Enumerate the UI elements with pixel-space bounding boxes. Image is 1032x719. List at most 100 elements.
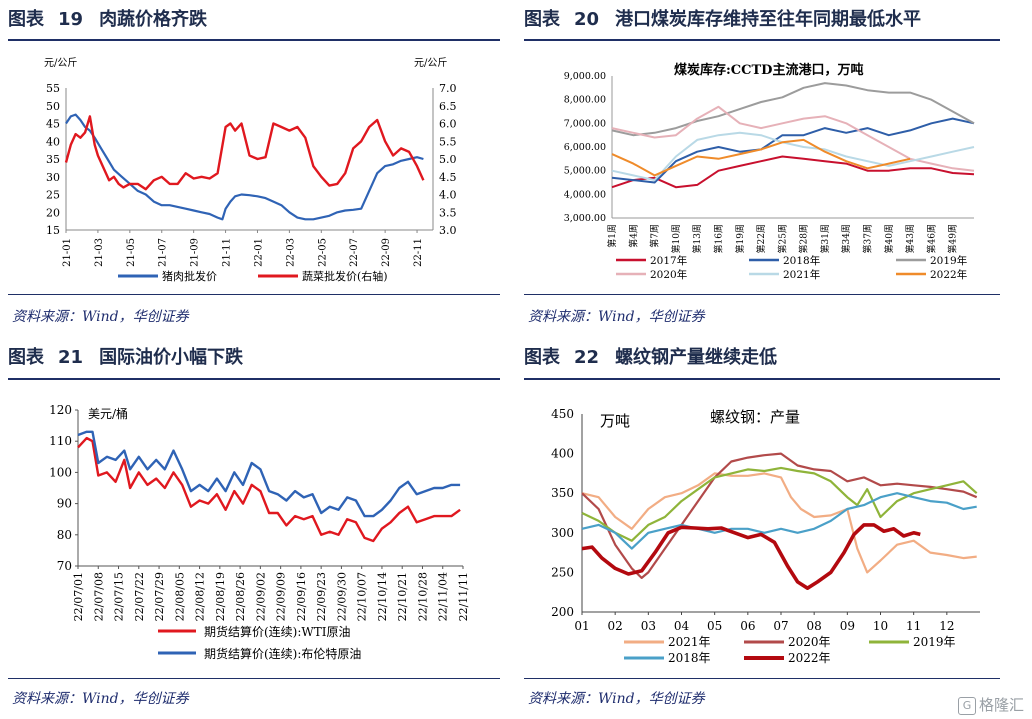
y-tick-label: 110 xyxy=(49,434,72,448)
figure-title: 图表 20 港口煤炭库存维持至往年同期最低水平 xyxy=(524,6,921,34)
x-tick-label: 22-05 xyxy=(317,238,328,267)
x-tick-label: 21-01 xyxy=(62,238,73,267)
x-tick-label: 04 xyxy=(674,619,690,633)
y-left-tick-label: 25 xyxy=(46,189,60,202)
x-tick-label: 22/09/16 xyxy=(295,572,308,621)
chart-figure-20: 煤炭库存:CCTD主流港口，万吨 3,000.00 4,000.00 5,000.00… xyxy=(524,46,1000,296)
source-note: 资料来源：Wind，华创证券 xyxy=(528,691,705,707)
y-right-tick-label: 4.0 xyxy=(439,189,457,202)
figure-title: 图表 22 螺纹钢产量继续走低 xyxy=(524,344,777,372)
source-rule xyxy=(8,678,500,679)
series-line-2022年 xyxy=(611,138,911,177)
x-tick-label: 第31周 xyxy=(819,224,831,253)
y-left-tick-label: 55 xyxy=(46,82,60,95)
series-line-brent xyxy=(77,430,461,518)
x-tick-label: 第37周 xyxy=(862,224,874,253)
x-tick-label: 第28周 xyxy=(798,224,810,253)
y-left-tick-label: 30 xyxy=(46,171,60,184)
y-tick-label: 300 xyxy=(551,526,574,540)
y-tick-label: 70 xyxy=(57,559,72,573)
y-right-tick-label: 5.5 xyxy=(439,135,457,148)
series-line-2020年 xyxy=(581,452,978,579)
series-line-2019年 xyxy=(581,466,978,542)
y-tick-label: 200 xyxy=(551,605,574,619)
y-tick-label: 7,000.00 xyxy=(564,118,606,129)
y-right-tick-label: 7.0 xyxy=(439,82,457,95)
series-line-2017年 xyxy=(611,155,975,189)
x-tick-label: 22/09/23 xyxy=(315,572,328,621)
x-tick-label: 第13周 xyxy=(691,224,703,253)
x-tick-label: 22/07/15 xyxy=(113,572,126,621)
y-left-tick-label: 20 xyxy=(46,206,60,219)
y-tick-label: 400 xyxy=(551,447,574,461)
figure-label: 图表 xyxy=(8,9,44,30)
source-rule xyxy=(8,294,500,295)
x-tick-label: 22-11 xyxy=(413,238,424,267)
source-note: 资料来源：Wind，华创证券 xyxy=(12,691,189,707)
chart-figure-19: 元/公斤 元/公斤 15 20 25 30 35 40 45 50 55 3.0 3.5 4.0 4.5 5.… xyxy=(44,57,457,283)
x-tick-label: 第19周 xyxy=(734,224,746,253)
x-tick-label: 22/11/11 xyxy=(457,572,470,621)
x-tick-label: 22/09/09 xyxy=(275,572,288,621)
x-tick-label: 21-09 xyxy=(190,238,201,267)
y-left-tick-label: 45 xyxy=(46,118,60,131)
x-tick-label: 22/10/14 xyxy=(376,572,389,621)
x-tick-label: 第46周 xyxy=(925,224,937,253)
legend-label: 2019年 xyxy=(913,635,956,649)
x-tick-label: 第10周 xyxy=(670,224,682,253)
legend-label: 蔬菜批发价(右轴) xyxy=(302,269,388,283)
y-right-unit: 元/公斤 xyxy=(414,57,447,69)
panel-figure-22: 图表 22 螺纹钢产量继续走低 万吨 螺纹钢：产量 200 250 300 350 400 450… xyxy=(524,344,1000,714)
legend-label: 2018年 xyxy=(783,254,820,267)
series-line-pork xyxy=(65,113,424,221)
panel-figure-20: 图表 20 港口煤炭库存维持至往年同期最低水平 煤炭库存:CCTD主流港口，万吨 3,… xyxy=(524,6,1000,336)
y-tick-label: 6,000.00 xyxy=(564,142,606,153)
x-tick-label: 22/11/04 xyxy=(437,572,450,621)
panel-figure-19: 图表 19 肉蔬价格齐跌 元/公斤 元/公斤 15 20 25 30 35 40 45 50 55 3.0… xyxy=(8,6,500,336)
chart-title: 煤炭库存:CCTD主流港口，万吨 xyxy=(674,62,863,78)
x-tick-label: 22/07/29 xyxy=(153,572,166,621)
chart-figure-22: 万吨 螺纹钢：产量 200 250 300 350 400 450 01 02 03 04 05 06 07… xyxy=(551,407,980,665)
chart-background xyxy=(524,46,1000,296)
watermark-logo-icon: G xyxy=(957,697,976,715)
figure-title: 图表 19 肉蔬价格齐跌 xyxy=(8,6,207,34)
y-right-tick-label: 3.0 xyxy=(439,224,457,237)
legend-label: 期货结算价(连续):WTI原油 xyxy=(204,624,351,639)
y-tick-label: 80 xyxy=(57,528,72,542)
x-tick-label: 22-01 xyxy=(253,238,264,267)
x-tick-label: 第40周 xyxy=(883,224,895,253)
y-tick-label: 100 xyxy=(49,465,72,479)
figure-label: 图表 xyxy=(524,347,560,368)
figure-number: 20 xyxy=(574,9,600,30)
y-tick-label: 250 xyxy=(551,565,574,579)
source-note: 资料来源：Wind，华创证券 xyxy=(12,309,189,325)
series-line-2021年 xyxy=(581,472,977,574)
x-tick-label: 21-07 xyxy=(158,238,169,267)
x-tick-label: 22/08/05 xyxy=(173,572,186,621)
x-tick-label: 第7周 xyxy=(649,224,661,248)
x-tick-label: 22/10/07 xyxy=(356,572,369,621)
figure-title-text: 肉蔬价格齐跌 xyxy=(99,9,208,30)
figure-number: 22 xyxy=(574,347,600,368)
title-rule xyxy=(8,378,500,380)
x-tick-label: 22/10/28 xyxy=(416,572,429,621)
x-tick-label: 21-11 xyxy=(222,238,233,267)
x-tick-label: 09 xyxy=(840,619,855,633)
y-left-tick-label: 35 xyxy=(46,153,60,166)
series-line-2019年 xyxy=(611,82,975,137)
x-tick-label: 22-09 xyxy=(381,238,392,267)
x-tick-label: 第4周 xyxy=(627,224,639,248)
chart-figure-21: 美元/桶 70 80 90 100 110 120 22/07/01 22/07/08 22/07… xyxy=(49,403,470,661)
source-rule xyxy=(524,294,1000,295)
x-tick-label: 第1周 xyxy=(606,224,618,248)
x-tick-label: 第25周 xyxy=(776,224,788,253)
x-tick-label: 11 xyxy=(906,619,921,633)
x-tick-label: 22-07 xyxy=(349,238,360,267)
x-tick-label: 22/07/01 xyxy=(72,572,85,621)
source-note: 资料来源：Wind，华创证券 xyxy=(528,309,705,325)
x-tick-label: 03 xyxy=(641,619,656,633)
y-tick-label: 450 xyxy=(551,407,574,421)
y-unit: 万吨 xyxy=(600,412,630,430)
figure-title-text: 港口煤炭库存维持至往年同期最低水平 xyxy=(615,9,922,30)
legend-label: 2017年 xyxy=(650,254,687,267)
